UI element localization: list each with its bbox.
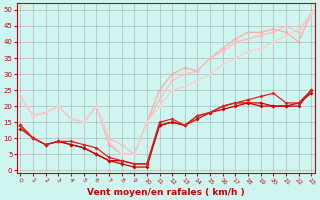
X-axis label: Vent moyen/en rafales ( km/h ): Vent moyen/en rafales ( km/h ): [87, 188, 245, 197]
